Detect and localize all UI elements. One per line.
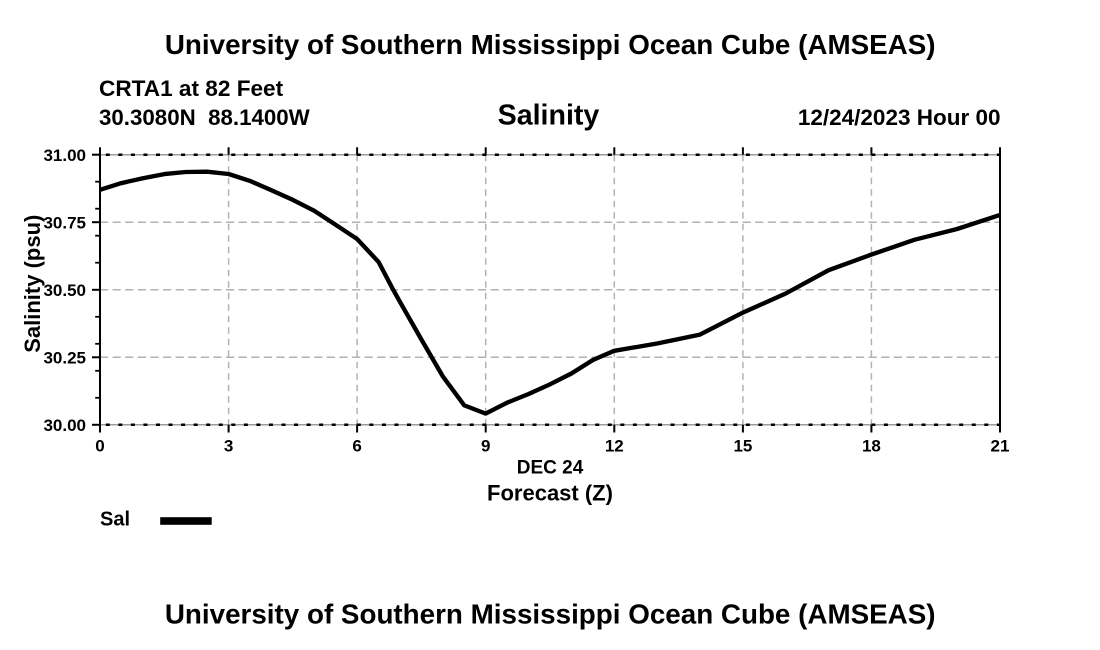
svg-text:3: 3: [224, 437, 233, 456]
svg-text:12/24/2023 Hour 00: 12/24/2023 Hour 00: [798, 105, 1001, 130]
svg-text:Salinity: Salinity: [498, 99, 600, 131]
svg-text:Forecast (Z): Forecast (Z): [487, 480, 613, 505]
svg-text:15: 15: [733, 437, 752, 456]
svg-text:18: 18: [862, 437, 881, 456]
svg-text:21: 21: [991, 437, 1010, 456]
svg-text:30.25: 30.25: [43, 349, 86, 368]
svg-text:30.00: 30.00: [43, 416, 86, 435]
svg-text:31.00: 31.00: [43, 146, 86, 165]
svg-text:CRTA1 at 82 Feet: CRTA1 at 82 Feet: [99, 76, 284, 101]
svg-text:6: 6: [352, 437, 361, 456]
svg-text:University of Southern Mississ: University of Southern Mississippi Ocean…: [165, 29, 936, 60]
svg-text:30.3080N 88.1400W: 30.3080N 88.1400W: [99, 105, 311, 130]
svg-text:9: 9: [481, 437, 490, 456]
svg-text:0: 0: [95, 437, 104, 456]
svg-text:DEC 24: DEC 24: [517, 458, 584, 479]
svg-text:University of Southern Mississ: University of Southern Mississippi Ocean…: [165, 599, 936, 630]
svg-text:30.50: 30.50: [43, 281, 86, 300]
svg-text:30.75: 30.75: [43, 213, 86, 232]
svg-text:12: 12: [605, 437, 624, 456]
svg-text:Salinity (psu): Salinity (psu): [20, 215, 45, 353]
svg-text:Sal: Sal: [100, 508, 130, 530]
